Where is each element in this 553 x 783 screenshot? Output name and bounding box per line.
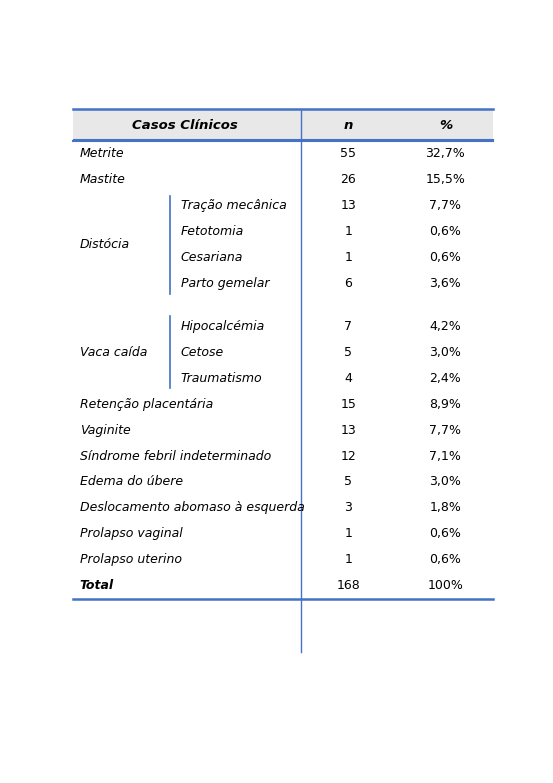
Text: 13: 13 — [340, 424, 356, 437]
Text: 12: 12 — [340, 449, 356, 463]
Text: Hipocalcémia: Hipocalcémia — [180, 320, 265, 333]
Text: 13: 13 — [340, 200, 356, 212]
Text: Distócia: Distócia — [80, 238, 130, 251]
Text: Deslocamento abomaso à esquerda: Deslocamento abomaso à esquerda — [80, 501, 305, 514]
Text: 3,6%: 3,6% — [430, 277, 461, 290]
Text: 8,9%: 8,9% — [430, 398, 461, 410]
Text: 55: 55 — [340, 147, 356, 161]
Text: Total: Total — [80, 579, 114, 592]
Text: n: n — [343, 118, 353, 132]
Text: 1: 1 — [344, 554, 352, 566]
Text: 168: 168 — [336, 579, 360, 592]
Text: Prolapso vaginal: Prolapso vaginal — [80, 527, 182, 540]
Text: Edema do úbere: Edema do úbere — [80, 475, 183, 489]
Text: 4: 4 — [344, 372, 352, 384]
Text: Casos Clínicos: Casos Clínicos — [132, 118, 238, 132]
Text: 32,7%: 32,7% — [426, 147, 465, 161]
Text: Fetotomia: Fetotomia — [180, 226, 244, 238]
Text: 7,7%: 7,7% — [430, 200, 461, 212]
Text: Retenção placentária: Retenção placentária — [80, 398, 213, 410]
Text: %: % — [439, 118, 452, 132]
Text: Parto gemelar: Parto gemelar — [180, 277, 269, 290]
Text: Traumatismo: Traumatismo — [180, 372, 262, 384]
Text: Vaca caída: Vaca caída — [80, 346, 147, 359]
Text: 3: 3 — [344, 501, 352, 514]
Text: Metrite: Metrite — [80, 147, 124, 161]
Text: 2,4%: 2,4% — [430, 372, 461, 384]
Text: 3,0%: 3,0% — [430, 475, 461, 489]
Text: 1: 1 — [344, 226, 352, 238]
Text: 7,7%: 7,7% — [430, 424, 461, 437]
Text: Prolapso uterino: Prolapso uterino — [80, 554, 182, 566]
Text: 26: 26 — [340, 173, 356, 186]
Text: Vaginite: Vaginite — [80, 424, 131, 437]
Text: 1: 1 — [344, 251, 352, 264]
Text: 1,8%: 1,8% — [430, 501, 461, 514]
Text: 0,6%: 0,6% — [430, 554, 461, 566]
Text: 1: 1 — [344, 527, 352, 540]
Text: Cesariana: Cesariana — [180, 251, 243, 264]
Text: 100%: 100% — [427, 579, 463, 592]
Text: 5: 5 — [344, 475, 352, 489]
Text: 7,1%: 7,1% — [430, 449, 461, 463]
Text: 6: 6 — [344, 277, 352, 290]
Text: 0,6%: 0,6% — [430, 527, 461, 540]
Text: 3,0%: 3,0% — [430, 346, 461, 359]
Text: 0,6%: 0,6% — [430, 251, 461, 264]
FancyBboxPatch shape — [74, 109, 493, 141]
Text: 15: 15 — [340, 398, 356, 410]
Text: 0,6%: 0,6% — [430, 226, 461, 238]
Text: 4,2%: 4,2% — [430, 320, 461, 333]
Text: Síndrome febril indeterminado: Síndrome febril indeterminado — [80, 449, 271, 463]
Text: 7: 7 — [344, 320, 352, 333]
Text: 15,5%: 15,5% — [425, 173, 466, 186]
Text: Cetose: Cetose — [180, 346, 224, 359]
Text: Tração mecânica: Tração mecânica — [180, 200, 286, 212]
Text: Mastite: Mastite — [80, 173, 126, 186]
Text: 5: 5 — [344, 346, 352, 359]
